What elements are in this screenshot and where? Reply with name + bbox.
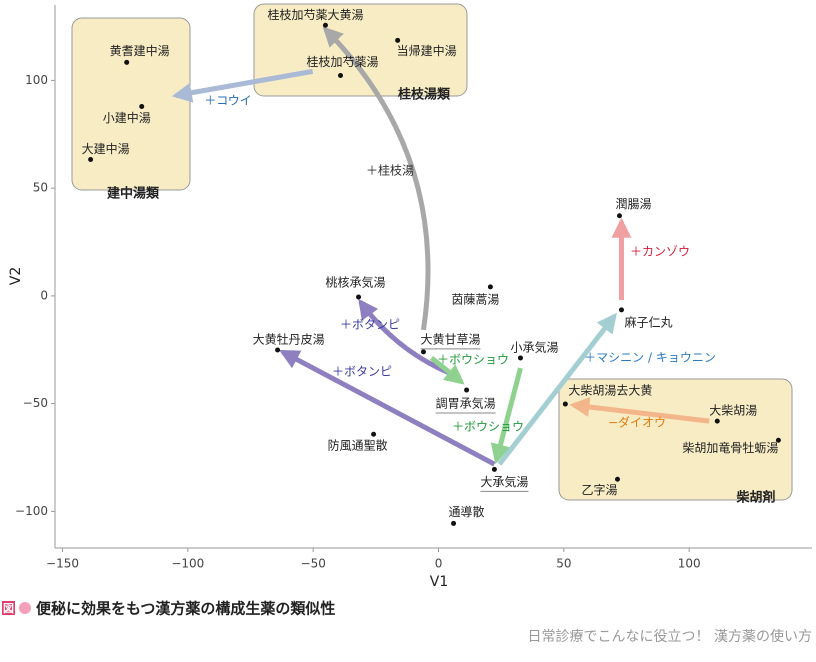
arrow-label: ＋コウイ (204, 94, 252, 108)
point (139, 103, 145, 109)
point-label: 大柴胡湯去大黄 (568, 384, 652, 398)
arrow-label: ＋ボウショウ (452, 420, 524, 434)
point-label: 大柴胡湯 (709, 404, 757, 418)
x-tick-label: 0 (435, 557, 443, 571)
point-label: 桃核承気湯 (326, 274, 386, 289)
y-tick-label: −50 (23, 396, 48, 410)
caption-mark: 図 (3, 601, 14, 615)
point-label: 麻子仁丸 (624, 314, 672, 329)
point-label: 小承気湯 (510, 339, 558, 354)
caption-dot (19, 602, 31, 614)
caption: 便秘に効果をもつ漢方薬の構成生薬の類似性 (36, 600, 335, 618)
y-axis-label: V2 (8, 267, 24, 285)
arrow (490, 367, 523, 465)
arrow (279, 349, 496, 467)
y-tick-label: −100 (15, 504, 48, 518)
point (275, 347, 281, 353)
arrow-label: ＋ボタンピ (332, 365, 392, 379)
point-label: 桂枝加芍薬大黄湯 (267, 7, 363, 22)
point-label: 柴胡加竜骨牡蛎湯 (682, 440, 778, 455)
arrow (322, 26, 431, 331)
arrow-label: ＋ボウショウ (437, 353, 509, 367)
point (714, 418, 720, 424)
point-label: 乙字湯 (581, 482, 617, 497)
y-tick-label: 0 (40, 288, 48, 302)
arrow (171, 68, 314, 103)
point-label: 黄耆建中湯 (110, 43, 170, 58)
point (420, 349, 426, 355)
point (395, 37, 401, 43)
point (371, 431, 377, 437)
point (775, 437, 781, 443)
y-tick-label: 100 (25, 73, 48, 87)
point-label: 通導散 (449, 504, 485, 519)
group-label: 建中湯類 (107, 186, 160, 202)
point (491, 466, 497, 472)
point (88, 156, 94, 162)
arrow-label: ＋桂枝湯 (366, 163, 414, 178)
point (356, 294, 362, 300)
point-label: 大建中湯 (82, 141, 130, 156)
point (562, 401, 568, 407)
point (464, 387, 470, 393)
point-label: 調胃承気湯 (436, 396, 496, 411)
point (124, 59, 130, 65)
x-tick-label: −150 (46, 557, 79, 571)
x-axis-label: V1 (430, 574, 448, 590)
point (616, 213, 622, 219)
x-tick-label: 50 (556, 557, 571, 571)
point (618, 307, 624, 313)
arrow (497, 312, 617, 466)
arrow-label: ＋ボタンピ (340, 318, 400, 332)
point (614, 476, 620, 482)
arrow (569, 397, 710, 424)
arrow-label: −ダイオウ (608, 415, 666, 430)
point-label: 大黄甘草湯 (420, 332, 480, 346)
point-label: 桂枝加芍薬湯 (306, 54, 378, 69)
point-label: 小建中湯 (103, 110, 151, 125)
point-label: 大黄牡丹皮湯 (253, 331, 325, 346)
point-label: 大承気湯 (480, 474, 528, 489)
point (517, 355, 523, 361)
arrow (429, 356, 465, 385)
group-box (71, 17, 191, 191)
point-label: 当帰建中湯 (397, 43, 457, 58)
caption-box (2, 601, 15, 615)
y-tick-label: 50 (33, 181, 48, 195)
point (487, 284, 493, 290)
point-label: 茵蔯蒿湯 (451, 292, 499, 306)
arrow-label: ＋カンゾウ (630, 245, 690, 259)
group-label: 柴胡剤 (735, 490, 775, 506)
group-label: 桂枝湯類 (397, 87, 451, 103)
x-tick-label: 100 (678, 557, 701, 571)
point (322, 22, 328, 28)
point (451, 520, 457, 526)
footer: 日常診療でこんなに役立つ！ 漢方薬の使い方 (528, 628, 812, 645)
x-tick-label: −50 (301, 557, 326, 571)
point (338, 72, 344, 78)
point-label: 防風通聖散 (328, 438, 388, 453)
arrow-label: ＋マシニン / キョウニン (584, 351, 716, 365)
point-label: 潤腸湯 (615, 197, 651, 211)
x-tick-label: −100 (171, 557, 204, 571)
